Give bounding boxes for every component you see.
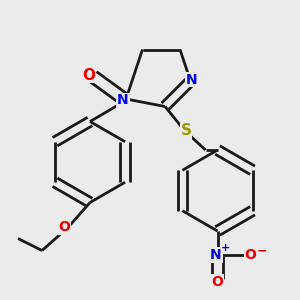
Text: N: N (210, 248, 222, 262)
Text: +: + (221, 243, 230, 254)
Text: O: O (58, 220, 70, 234)
Text: S: S (181, 123, 191, 138)
Text: O: O (244, 248, 256, 262)
Text: N: N (117, 94, 129, 107)
Text: −: − (256, 245, 267, 258)
Text: O: O (212, 275, 224, 289)
Text: O: O (82, 68, 95, 82)
Text: N: N (186, 73, 198, 86)
